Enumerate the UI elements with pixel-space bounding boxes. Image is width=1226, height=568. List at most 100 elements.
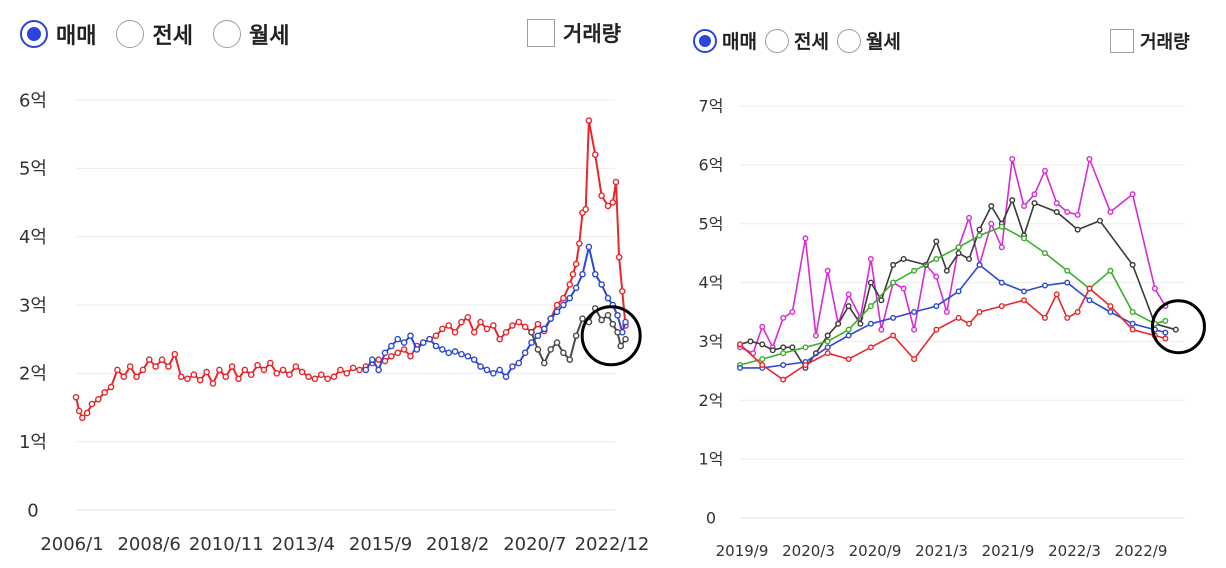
data-point bbox=[582, 206, 589, 213]
data-point bbox=[569, 270, 577, 278]
data-point bbox=[1064, 279, 1071, 286]
radio-empty-icon bbox=[836, 28, 861, 53]
data-point bbox=[292, 363, 300, 370]
data-point bbox=[911, 326, 918, 333]
data-point bbox=[579, 270, 586, 278]
data-point bbox=[400, 346, 408, 353]
radio-label: 매매 bbox=[722, 31, 757, 53]
data-point bbox=[1107, 208, 1114, 215]
data-point bbox=[83, 409, 91, 417]
data-point bbox=[1074, 226, 1081, 233]
data-point bbox=[509, 322, 516, 329]
x-tick-label: 2022/3 bbox=[1048, 542, 1101, 560]
series-line bbox=[737, 261, 1169, 371]
x-tick-label: 2010/11 bbox=[189, 534, 264, 555]
data-point bbox=[496, 366, 503, 374]
data-point bbox=[560, 294, 567, 302]
data-point bbox=[343, 370, 351, 377]
data-point bbox=[1041, 282, 1048, 289]
data-point bbox=[867, 344, 874, 351]
series-line bbox=[737, 285, 1169, 383]
data-point bbox=[1086, 155, 1093, 162]
y-tick-label: 1억 bbox=[19, 432, 47, 453]
data-point bbox=[222, 373, 230, 381]
data-point bbox=[780, 314, 787, 321]
data-point bbox=[94, 395, 102, 403]
data-point bbox=[780, 344, 787, 351]
x-tick-label: 2021/9 bbox=[982, 542, 1035, 560]
data-point bbox=[845, 356, 852, 363]
data-point bbox=[515, 359, 523, 367]
y-tick-label: 4억 bbox=[699, 273, 724, 292]
y-tick-label: 0 bbox=[706, 509, 716, 528]
data-point bbox=[1107, 267, 1114, 274]
x-tick-label: 2019/9 bbox=[716, 542, 769, 560]
data-point bbox=[184, 375, 191, 383]
radio-sale[interactable]: 매매 bbox=[693, 27, 757, 54]
data-point bbox=[759, 341, 766, 348]
series-line bbox=[737, 155, 1169, 357]
radio-label: 전세 bbox=[793, 31, 829, 53]
data-point bbox=[789, 344, 796, 351]
x-tick-label: 2013/4 bbox=[272, 534, 335, 555]
data-point bbox=[152, 363, 159, 370]
data-point bbox=[988, 203, 995, 210]
data-point bbox=[1162, 329, 1169, 336]
data-point bbox=[780, 361, 787, 368]
radio-monthly-rent[interactable]: 월세 bbox=[212, 18, 289, 50]
x-tick-label: 2022/9 bbox=[1115, 542, 1168, 560]
data-point bbox=[619, 288, 626, 295]
data-point bbox=[432, 342, 440, 350]
price-line-chart: 0 1억 2억 3억 4억 5억 6억 2006/1 2008/6 2010/11 2013/4 20… bbox=[19, 90, 649, 555]
data-point bbox=[540, 359, 548, 367]
series-path bbox=[739, 199, 1177, 369]
data-point bbox=[943, 309, 950, 316]
volume-checkbox[interactable]: 거래량 bbox=[1110, 28, 1190, 54]
data-point bbox=[998, 303, 1005, 310]
data-point bbox=[279, 366, 287, 374]
y-tick-label: 4억 bbox=[19, 227, 47, 248]
radio-jeonse[interactable]: 전세 bbox=[116, 18, 193, 50]
data-point bbox=[617, 342, 625, 350]
data-point bbox=[483, 325, 491, 333]
data-point bbox=[890, 279, 897, 286]
data-point bbox=[579, 315, 586, 322]
data-point bbox=[381, 349, 389, 357]
radio-monthly-rent[interactable]: 월세 bbox=[836, 27, 901, 54]
data-point bbox=[490, 370, 497, 377]
volume-checkbox[interactable]: 거래량 bbox=[527, 18, 621, 48]
data-point bbox=[133, 373, 140, 381]
price-line-chart: 0 1억 2억 3억 4억 5억 6억 7억 2019/9 2020/3 2020/9 2021/3 2… bbox=[699, 97, 1206, 560]
data-point bbox=[247, 371, 255, 379]
data-point bbox=[426, 335, 433, 343]
data-point bbox=[612, 178, 620, 186]
data-point bbox=[216, 366, 223, 374]
data-point bbox=[1129, 191, 1136, 198]
data-point bbox=[1129, 309, 1136, 316]
data-point bbox=[890, 332, 897, 339]
data-point bbox=[591, 270, 599, 278]
series-line bbox=[72, 117, 629, 422]
data-point bbox=[1086, 285, 1093, 292]
data-point bbox=[1041, 314, 1048, 321]
data-point bbox=[534, 320, 542, 328]
data-point bbox=[911, 267, 918, 274]
data-point bbox=[79, 414, 86, 422]
data-point bbox=[824, 267, 831, 274]
radio-sale[interactable]: 매매 bbox=[20, 18, 96, 50]
data-point bbox=[362, 366, 370, 374]
data-point bbox=[1041, 250, 1048, 257]
data-point bbox=[1129, 261, 1136, 268]
data-point bbox=[464, 352, 472, 360]
data-point bbox=[254, 361, 261, 369]
data-point bbox=[521, 323, 529, 331]
radio-jeonse[interactable]: 전세 bbox=[764, 27, 829, 54]
data-point bbox=[477, 363, 484, 370]
data-point bbox=[802, 235, 809, 242]
data-point bbox=[1064, 267, 1071, 274]
data-point bbox=[1086, 297, 1093, 304]
data-point bbox=[900, 256, 907, 263]
radio-selected-icon bbox=[693, 28, 717, 53]
data-point bbox=[824, 338, 831, 345]
data-point bbox=[1009, 155, 1016, 162]
